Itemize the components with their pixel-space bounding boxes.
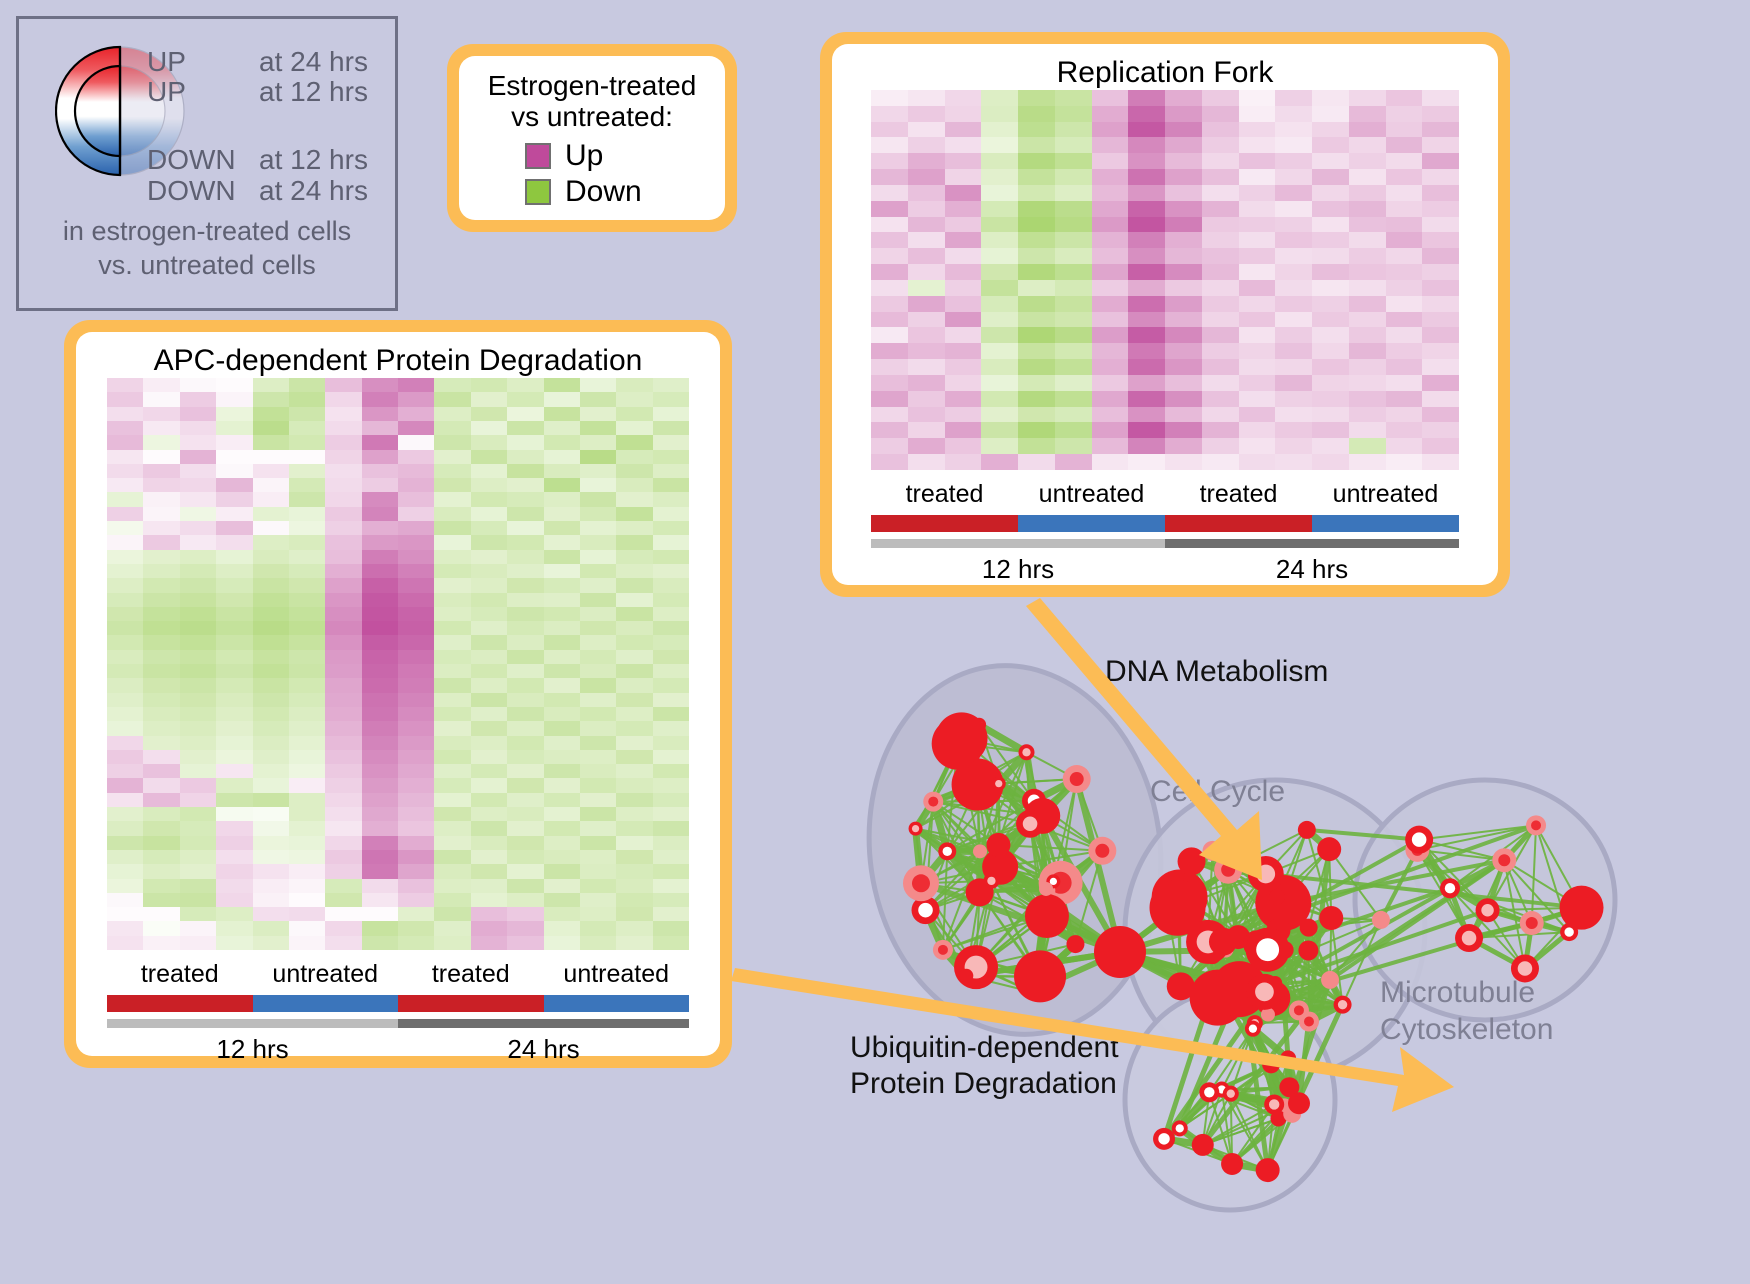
cluster-label-ubiquitin-degradation: Ubiquitin-dependent Protein Degradation	[850, 1030, 1119, 1102]
color-key-row: UP at 12 hrs	[147, 77, 397, 107]
pathway-network-diagram: DNA Metabolism Cell Cycle Microtubule Cy…	[770, 600, 1750, 1279]
apc-degradation-title: APC-dependent Protein Degradation	[76, 332, 720, 378]
condition-segment-untreated	[1312, 515, 1459, 532]
apc-degradation-condition-bar	[107, 995, 689, 1012]
cluster-label-dna-metabolism: DNA Metabolism	[1105, 655, 1328, 689]
color-key-row: DOWN at 12 hrs	[147, 145, 397, 175]
color-key-row: UP at 24 hrs	[147, 47, 397, 77]
condition-segment-untreated	[1018, 515, 1165, 532]
key-direction-label: DOWN	[147, 176, 259, 206]
replication-fork-condition-bar	[871, 515, 1459, 532]
replication-fork-time-labels: 12 hrs 24 hrs	[871, 548, 1459, 585]
network-svg	[770, 600, 1750, 1279]
apc-degradation-card: APC-dependent Protein Degradation treate…	[64, 320, 732, 1068]
microtubule-line1: Microtubule	[1380, 975, 1553, 1012]
apc-degradation-heatmap	[107, 378, 689, 950]
time-label: 24 hrs	[1165, 548, 1459, 585]
color-key-rows: UP at 24 hrs UP at 12 hrs DOWN at 12 hrs…	[147, 47, 397, 206]
cluster-label-microtubule-cytoskeleton: Microtubule Cytoskeleton	[1380, 975, 1553, 1048]
condition-segment-treated	[1165, 515, 1312, 532]
key-time-label: at 12 hrs	[259, 77, 368, 107]
color-key-panel: UP at 24 hrs UP at 12 hrs DOWN at 12 hrs…	[16, 16, 398, 311]
sample-label: untreated	[544, 960, 690, 989]
key-time-label: at 24 hrs	[259, 47, 368, 77]
sample-label: treated	[1165, 480, 1312, 509]
legend-title-line2: vs untreated:	[469, 101, 715, 132]
ubiquitin-line1: Ubiquitin-dependent	[850, 1030, 1119, 1066]
condition-segment-treated	[871, 515, 1018, 532]
apc-degradation-card-inner: APC-dependent Protein Degradation treate…	[76, 332, 720, 1056]
condition-segment-untreated	[544, 995, 690, 1012]
legend-item-down: Down	[525, 175, 715, 209]
legend-card-inner: Estrogen-treated vs untreated: Up Down	[459, 56, 725, 220]
replication-fork-card-inner: Replication Fork treated untreated treat…	[832, 44, 1498, 585]
sample-label: untreated	[253, 960, 399, 989]
ubiquitin-line2: Protein Degradation	[850, 1066, 1119, 1102]
condition-segment-treated	[107, 995, 253, 1012]
color-key-footer-line1: in estrogen-treated cells	[19, 215, 395, 249]
microtubule-line2: Cytoskeleton	[1380, 1012, 1553, 1049]
cluster-label-cell-cycle: Cell Cycle	[1150, 775, 1285, 809]
sample-label: untreated	[1312, 480, 1459, 509]
condition-segment-treated	[398, 995, 544, 1012]
apc-degradation-time-bar	[107, 1019, 689, 1028]
color-key-footer: in estrogen-treated cells vs. untreated …	[19, 215, 395, 283]
key-direction-label: UP	[147, 77, 259, 107]
legend-item-label: Up	[565, 139, 603, 173]
apc-degradation-time-labels: 12 hrs 24 hrs	[107, 1028, 689, 1065]
replication-fork-time-bar	[871, 539, 1459, 548]
legend-items: Up Down	[469, 139, 715, 209]
time-segment-24hrs	[398, 1019, 689, 1028]
time-segment-24hrs	[1165, 539, 1459, 548]
down-color-swatch	[525, 179, 551, 205]
key-time-label: at 12 hrs	[259, 145, 368, 175]
legend-title: Estrogen-treated vs untreated:	[469, 70, 715, 133]
apc-degradation-sample-labels: treated untreated treated untreated	[107, 960, 689, 989]
sample-label: untreated	[1018, 480, 1165, 509]
time-label: 12 hrs	[871, 548, 1165, 585]
key-direction-label: UP	[147, 47, 259, 77]
color-key-footer-line2: vs. untreated cells	[19, 249, 395, 283]
time-segment-12hrs	[871, 539, 1165, 548]
legend-item-label: Down	[565, 175, 642, 209]
legend-card: Estrogen-treated vs untreated: Up Down	[447, 44, 737, 232]
time-segment-12hrs	[107, 1019, 398, 1028]
key-direction-label: DOWN	[147, 145, 259, 175]
legend-item-up: Up	[525, 139, 715, 173]
time-label: 12 hrs	[107, 1028, 398, 1065]
up-color-swatch	[525, 143, 551, 169]
replication-fork-title: Replication Fork	[832, 44, 1498, 90]
color-key-row: DOWN at 24 hrs	[147, 176, 397, 206]
replication-fork-heatmap	[871, 90, 1459, 470]
sample-label: treated	[398, 960, 544, 989]
replication-fork-sample-labels: treated untreated treated untreated	[871, 480, 1459, 509]
key-time-label: at 24 hrs	[259, 176, 368, 206]
replication-fork-card: Replication Fork treated untreated treat…	[820, 32, 1510, 597]
condition-segment-untreated	[253, 995, 399, 1012]
sample-label: treated	[871, 480, 1018, 509]
legend-title-line1: Estrogen-treated	[469, 70, 715, 101]
time-label: 24 hrs	[398, 1028, 689, 1065]
sample-label: treated	[107, 960, 253, 989]
